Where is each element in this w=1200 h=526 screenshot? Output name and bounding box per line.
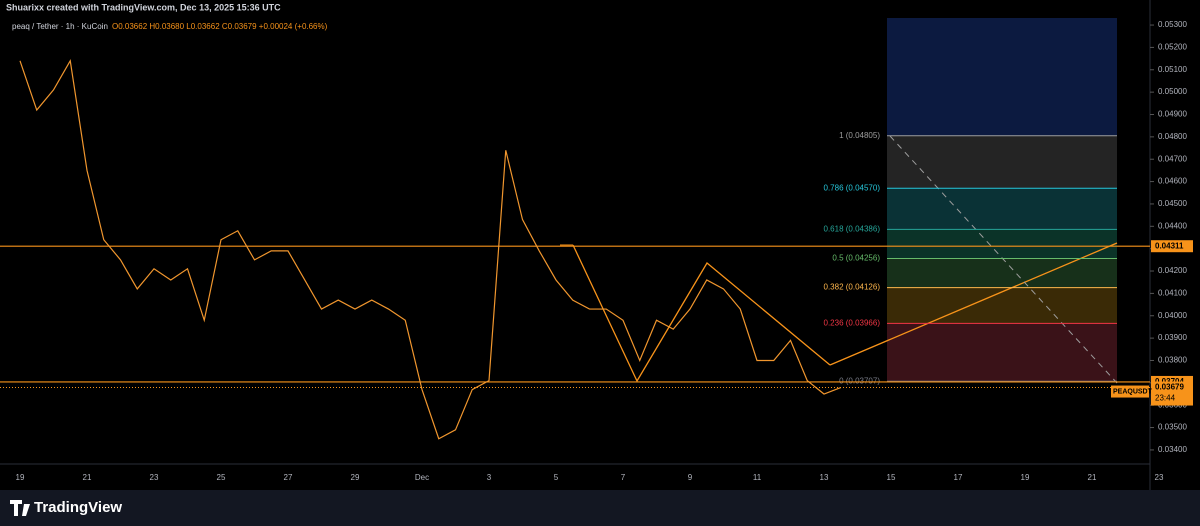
x-tick-label: 9	[688, 473, 693, 482]
fib-zone	[887, 258, 1117, 288]
y-tick-label: 0.04700	[1158, 154, 1187, 163]
x-tick-label: 17	[954, 473, 963, 482]
x-tick-label: 3	[487, 473, 492, 482]
price-line	[19, 59, 841, 440]
y-tick-label: 0.04000	[1158, 311, 1187, 320]
y-tick-label: 0.05100	[1158, 65, 1187, 74]
x-tick-label: 29	[351, 473, 360, 482]
y-tick-label: 0.05200	[1158, 43, 1187, 52]
y-tick-label: 0.04500	[1158, 199, 1187, 208]
y-tick-label: 0.04800	[1158, 132, 1187, 141]
attribution: Shuarixx created with TradingView.com, D…	[6, 2, 281, 12]
x-tick-label: 15	[887, 473, 896, 482]
x-tick-label: 11	[753, 473, 762, 482]
y-tick-label: 0.03900	[1158, 333, 1187, 342]
x-tick-label: 27	[284, 473, 293, 482]
fib-label: 0.618 (0.04386)	[824, 225, 881, 234]
countdown: 23:44	[1155, 394, 1176, 403]
fib-label: 1 (0.04805)	[839, 131, 880, 140]
x-tick-label: 7	[621, 473, 626, 482]
x-tick-label: Dec	[415, 473, 429, 482]
symbol-tag-label: PEAQUSDT	[1113, 388, 1153, 395]
quote: O0.03662 H0.03680 L0.03662 C0.03679 +0.0…	[112, 22, 328, 31]
fib-zone	[887, 323, 1117, 382]
y-tick-label: 0.03800	[1158, 356, 1187, 365]
price-tag	[1151, 381, 1193, 406]
y-tick-label: 0.03500	[1158, 423, 1187, 432]
y-tick-label: 0.05000	[1158, 87, 1187, 96]
symbol-tag	[1111, 385, 1149, 398]
y-tick-label: 0.05300	[1158, 20, 1187, 29]
fib-zone	[887, 135, 1117, 189]
x-tick-label: 23	[1155, 473, 1164, 482]
footer	[0, 490, 1200, 526]
fib-label: 0 (0.03707)	[839, 376, 880, 385]
fib-label: 0.786 (0.04570)	[824, 183, 881, 192]
fib-zone	[887, 229, 1117, 259]
fib-label: 0.382 (0.04126)	[824, 283, 881, 292]
y-tick-label: 0.04400	[1158, 221, 1187, 230]
x-tick-label: 21	[83, 473, 92, 482]
fib-zone	[887, 188, 1117, 230]
y-tick-label: 0.04100	[1158, 288, 1187, 297]
fib-zone	[887, 287, 1117, 324]
y-tick-label: 0.04600	[1158, 177, 1187, 186]
x-tick-label: 19	[16, 473, 25, 482]
fib-label: 0.236 (0.03966)	[824, 318, 881, 327]
x-tick-label: 19	[1021, 473, 1030, 482]
price-tag-label: 0.03679	[1155, 383, 1184, 392]
y-tick-label: 0.03400	[1158, 445, 1187, 454]
x-tick-label: 21	[1088, 473, 1097, 482]
price-tag	[1151, 240, 1193, 253]
projection-box	[887, 18, 1117, 136]
logo-icon	[10, 500, 30, 516]
y-tick-label: 0.04900	[1158, 110, 1187, 119]
trend-line	[829, 242, 1118, 366]
price-tag-label: 0.04311	[1155, 241, 1184, 250]
pattern-drawing	[572, 244, 831, 383]
fib-label: 0.5 (0.04256)	[832, 254, 880, 263]
x-tick-label: 13	[820, 473, 829, 482]
watermark: TradingView	[34, 499, 122, 516]
symbol-title: peaq / Tether · 1h · KuCoin	[12, 22, 108, 31]
y-tick-label: 0.04200	[1158, 266, 1187, 275]
x-tick-label: 23	[150, 473, 159, 482]
x-tick-label: 5	[554, 473, 559, 482]
projection-line	[889, 135, 1118, 384]
x-tick-label: 25	[217, 473, 226, 482]
